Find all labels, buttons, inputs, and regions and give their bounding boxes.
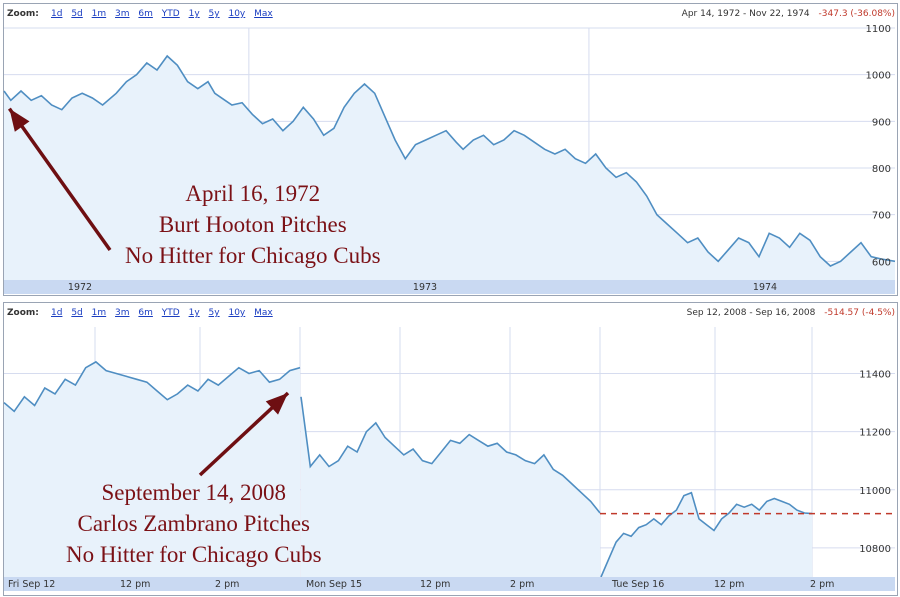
y-tick-label-800: 800 (872, 164, 891, 175)
x-tick-label-3: Mon Sep 15 (306, 579, 362, 590)
x-axis-band (4, 577, 895, 591)
chart-toolbar: Zoom: 1d 5d 1m 3m 6m YTD 1y 5y 10y Max A… (5, 5, 895, 23)
zoom-options: 1d 5d 1m 3m 6m YTD 1y 5y 10y Max (51, 9, 279, 19)
zoom-1y[interactable]: 1y (188, 308, 200, 318)
x-tick-label-5: 2 pm (510, 579, 534, 590)
x-tick-label-2: 2 pm (215, 579, 239, 590)
arrow-hooton-head (9, 108, 30, 132)
x-tick-label-0: Fri Sep 12 (8, 579, 55, 590)
annotation-line-3: No Hitter for Chicago Cubs (66, 542, 322, 567)
y-tick-label-600: 600 (872, 257, 891, 268)
zoom-3m[interactable]: 3m (115, 308, 130, 318)
x-tick-label-1973: 1973 (413, 282, 437, 293)
annotation-hooton: April 16, 1972 Burt Hooton Pitches No Hi… (125, 178, 381, 271)
annotation-line-3: No Hitter for Chicago Cubs (125, 243, 381, 268)
date-range-readout: Sep 12, 2008 - Sep 16, 2008 -514.57 (-4.… (687, 308, 895, 318)
y-tick-label-1100: 1100 (866, 24, 891, 35)
y-tick-label-900: 900 (872, 117, 891, 128)
price-line-session-1 (3, 360, 301, 413)
chart-toolbar: Zoom: 1d 5d 1m 3m 6m YTD 1y 5y 10y Max S… (5, 304, 895, 322)
y-tick-label-700: 700 (872, 211, 891, 222)
zoom-10y[interactable]: 10y (228, 308, 246, 318)
date-range-readout: Apr 14, 1972 - Nov 22, 1974 -347.3 (-36.… (682, 9, 895, 19)
arrow-hooton-shaft (7, 107, 112, 252)
arrow-zambrano-head (265, 393, 288, 415)
date-range: Apr 14, 1972 - Nov 22, 1974 (681, 9, 810, 19)
zoom-max[interactable]: Max (254, 308, 273, 318)
area-fill (4, 56, 895, 280)
x-tick-label-8: 2 pm (810, 579, 834, 590)
annotation-line-2: Burt Hooton Pitches (158, 212, 347, 237)
price-line-session-3 (600, 491, 813, 578)
zoom-label: Zoom: (7, 308, 39, 318)
zoom-5d[interactable]: 5d (71, 9, 83, 19)
area-fill-session-1 (4, 361, 300, 577)
zoom-10y[interactable]: 10y (228, 9, 246, 19)
zoom-1m[interactable]: 1m (91, 308, 107, 318)
zoom-1d[interactable]: 1d (51, 9, 63, 19)
zoom-options: 1d 5d 1m 3m 6m YTD 1y 5y 10y Max (51, 308, 279, 318)
x-tick-label-1972: 1972 (68, 282, 92, 293)
annotation-line-1: September 14, 2008 (101, 480, 287, 505)
zoom-5y[interactable]: 5y (208, 308, 220, 318)
x-tick-label-1: 12 pm (120, 579, 150, 590)
y-tick-label-11000: 11000 (859, 486, 891, 497)
change-value: -347.3 (-36.08%) (818, 9, 895, 19)
chart-1972-svg: 1100 1000 900 800 700 600 1972 1973 1974 (3, 24, 896, 294)
x-tick-label-4: 12 pm (420, 579, 450, 590)
zoom-ytd[interactable]: YTD (161, 9, 180, 19)
y-tick-label-11200: 11200 (859, 428, 891, 439)
zoom-5d[interactable]: 5d (71, 308, 83, 318)
zoom-max[interactable]: Max (254, 9, 273, 19)
chart-panel-1972: 1100 1000 900 800 700 600 1972 1973 1974 Zoom: 1… (0, 0, 900, 297)
zoom-6m[interactable]: 6m (138, 9, 153, 19)
zoom-6m[interactable]: 6m (138, 308, 153, 318)
y-tick-label-1000: 1000 (866, 71, 891, 82)
chart-2008-svg: 11400 11200 11000 10800 Fri Sep 12 12 pm 2 pm M… (3, 327, 895, 591)
zoom-ytd[interactable]: YTD (161, 308, 180, 318)
change-value: -514.57 (-4.5%) (824, 308, 895, 318)
zoom-5y[interactable]: 5y (208, 9, 220, 19)
x-axis-band (4, 280, 895, 294)
annotation-line-2: Carlos Zambrano Pitches (77, 511, 311, 536)
chart-panel-2008: 11400 11200 11000 10800 Fri Sep 12 12 pm 2 pm M… (0, 299, 900, 597)
zoom-1m[interactable]: 1m (91, 9, 107, 19)
zoom-label: Zoom: (7, 9, 39, 19)
x-tick-label-1974: 1974 (753, 282, 777, 293)
x-tick-label-6: Tue Sep 16 (611, 579, 664, 590)
price-line-session-2 (300, 396, 601, 514)
annotation-zambrano: September 14, 2008 Carlos Zambrano Pitch… (66, 477, 322, 570)
annotation-line-1: April 16, 1972 (185, 181, 321, 206)
date-range: Sep 12, 2008 - Sep 16, 2008 (686, 308, 816, 318)
zoom-1y[interactable]: 1y (188, 9, 200, 19)
zoom-3m[interactable]: 3m (115, 9, 130, 19)
x-tick-label-7: 12 pm (714, 579, 744, 590)
zoom-1d[interactable]: 1d (51, 308, 63, 318)
y-tick-label-11400: 11400 (859, 370, 891, 381)
area-fill-session-2 (301, 396, 600, 577)
price-line (3, 54, 896, 267)
y-tick-label-10800: 10800 (859, 544, 891, 555)
